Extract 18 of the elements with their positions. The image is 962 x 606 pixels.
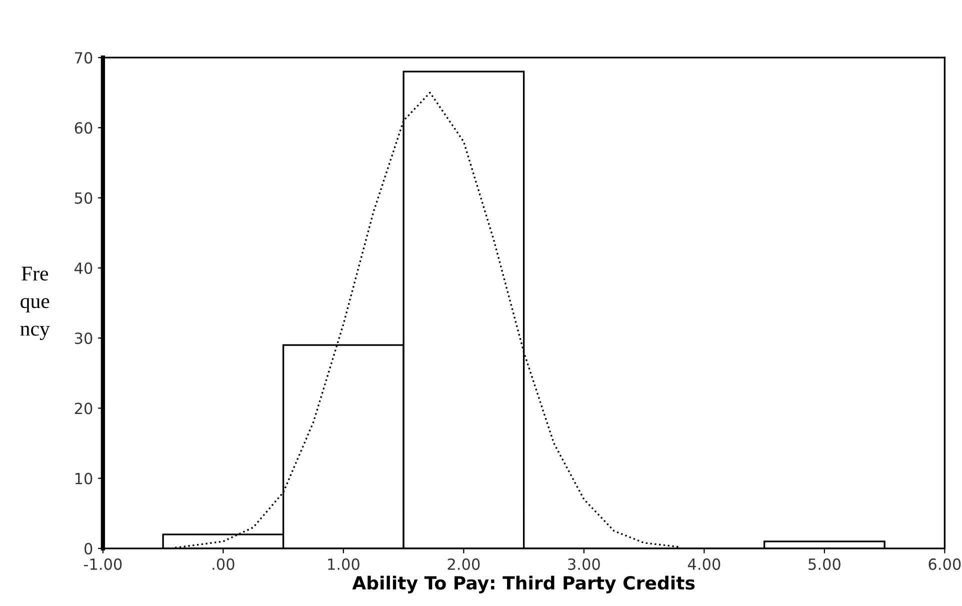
x-tick-label: .00 xyxy=(212,558,234,570)
y-tick-label: 0 xyxy=(84,542,92,554)
x-tick-label: 5.00 xyxy=(808,558,840,570)
y-tick-label: 60 xyxy=(74,122,92,134)
y-tick-label: 50 xyxy=(74,192,92,204)
y-axis-title: Fre que ncy xyxy=(20,266,50,340)
y-tick-label: 20 xyxy=(74,402,92,414)
y-tick-label: 10 xyxy=(75,472,92,484)
y-tick-label: 30 xyxy=(74,332,92,344)
x-tick-label: 3.00 xyxy=(568,558,600,570)
x-tick-label: 1.00 xyxy=(328,558,360,570)
x-tick-label: 6.00 xyxy=(928,558,961,570)
x-tick-label: 4.00 xyxy=(688,558,720,570)
x-axis-title: Ability To Pay: Third Party Credits xyxy=(352,576,695,594)
y-tick-label: 40 xyxy=(74,262,92,274)
y-tick-label: 70 xyxy=(75,52,92,64)
x-tick-label: 2.00 xyxy=(448,558,480,570)
x-tick-label: -1.00 xyxy=(84,558,122,570)
